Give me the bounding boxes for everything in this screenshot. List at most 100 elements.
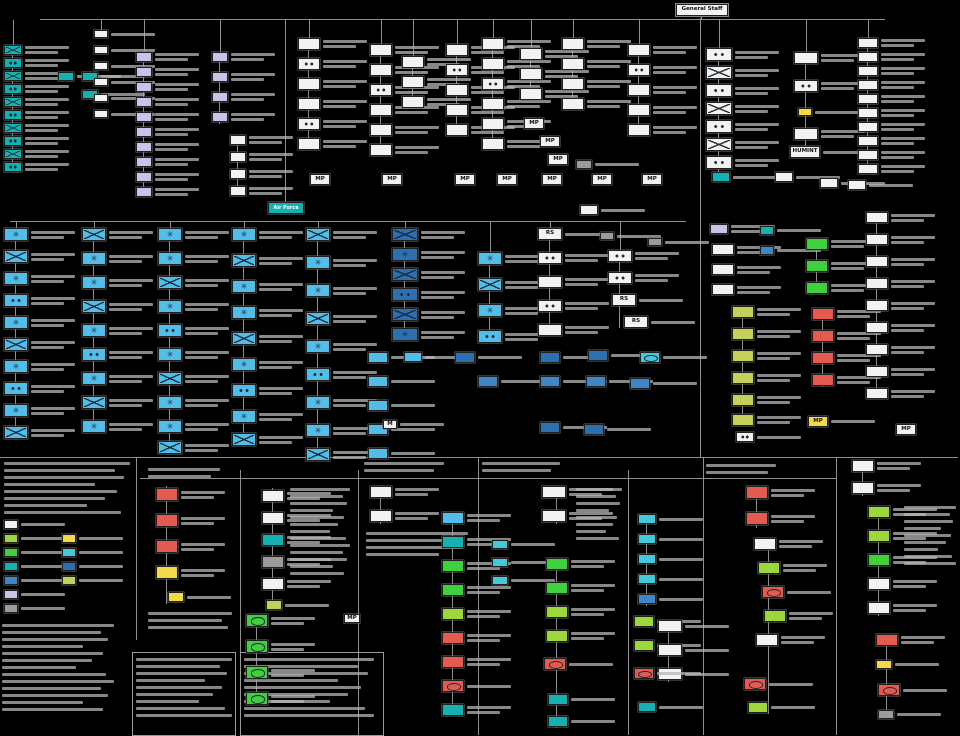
unit-box <box>136 112 152 122</box>
illegible-text-line <box>505 259 538 263</box>
unit-box <box>878 710 894 719</box>
illegible-text-line <box>881 165 925 168</box>
unit-caption-placeholder <box>249 153 293 163</box>
illegible-text-line <box>571 584 615 587</box>
illegible-text-line <box>109 278 153 282</box>
unit-box <box>806 238 828 250</box>
illegible-text-line <box>467 639 500 642</box>
unit-caption-placeholder <box>831 284 875 294</box>
mp-unit-box: MP <box>896 424 916 435</box>
illegible-text-line <box>877 484 921 487</box>
illegible-text-line <box>831 240 875 243</box>
illegible-text-line <box>653 91 686 94</box>
unit-box <box>858 52 878 62</box>
illegible-text-line <box>821 87 854 90</box>
unit-box <box>706 66 732 79</box>
unit-label: MP <box>387 175 397 182</box>
infantry-icon <box>234 256 254 265</box>
unit-box <box>658 644 682 656</box>
mp-unit-box: MP <box>548 154 568 165</box>
unit-box <box>232 332 256 345</box>
illegible-text-line <box>395 131 428 134</box>
illegible-text-line <box>101 75 145 78</box>
unit-caption-placeholder <box>155 143 199 153</box>
unit-caption-placeholder <box>21 579 65 584</box>
unit-caption-placeholder <box>545 50 589 60</box>
unit-caption-placeholder <box>21 565 65 570</box>
illegible-text-line <box>881 58 914 61</box>
illegible-text-line <box>31 340 75 344</box>
unit-box <box>4 590 18 599</box>
illegible-text-line <box>109 374 153 378</box>
unit-caption-placeholder <box>837 310 881 320</box>
unit-caption-placeholder <box>651 320 695 326</box>
illegible-text-line <box>837 315 870 318</box>
connector-line <box>806 20 807 52</box>
armor-oval-icon <box>446 683 462 691</box>
illegible-text-line <box>731 230 764 233</box>
unit-box <box>732 306 754 318</box>
illegible-text-line <box>904 506 956 509</box>
illegible-text-line <box>735 86 779 90</box>
illegible-text-line <box>249 170 293 173</box>
connector-line <box>768 538 769 714</box>
unit-caption-placeholder <box>587 60 631 70</box>
illegible-text-line <box>587 80 631 83</box>
unit-caption-placeholder <box>287 536 331 546</box>
illegible-text-line <box>25 90 58 93</box>
illegible-text-line <box>271 699 304 703</box>
unit-caption-placeholder <box>467 514 511 524</box>
unit-box <box>628 84 650 96</box>
unit-caption-placeholder <box>901 636 945 646</box>
unit-caption-placeholder <box>659 597 703 603</box>
unit-caption-placeholder <box>395 146 439 156</box>
unit-caption-placeholder <box>569 662 613 668</box>
illegible-text-line <box>467 706 511 709</box>
illegible-text-line <box>259 339 292 343</box>
unit-box <box>866 234 888 245</box>
unit-caption-placeholder <box>109 326 153 337</box>
unit-box <box>482 138 504 150</box>
unit-box <box>446 84 468 96</box>
illegible-text-line <box>653 71 686 74</box>
unit-caption-placeholder <box>155 113 199 123</box>
unit-box <box>4 110 22 120</box>
unit-box: ✳ <box>232 228 256 241</box>
unit-caption-placeholder <box>569 488 613 498</box>
illegible-text-line <box>595 163 639 166</box>
unit-box <box>262 490 284 502</box>
unit-box <box>706 84 732 97</box>
illegible-text-line <box>155 163 188 166</box>
unit-box <box>4 45 22 55</box>
unit-caption-placeholder <box>391 428 435 433</box>
unit-caption-placeholder <box>757 374 801 384</box>
unit-caption-placeholder <box>231 113 275 123</box>
unit-box <box>866 256 888 267</box>
unit-caption-placeholder <box>659 705 703 711</box>
unit-box <box>266 600 282 610</box>
unit-box <box>868 578 890 590</box>
connector-line <box>272 488 273 610</box>
armor-oval-icon <box>250 643 266 652</box>
illegible-text-line <box>505 306 549 310</box>
rotor-icon: ✳ <box>314 341 322 351</box>
connector-line <box>140 478 836 479</box>
dots-icon <box>707 85 731 96</box>
dots-icon <box>539 253 561 263</box>
unit-caption-placeholder <box>155 173 199 183</box>
unit-caption-placeholder <box>653 126 697 136</box>
unit-box <box>446 44 468 56</box>
illegible-text-line <box>109 355 142 359</box>
unit-caption-placeholder <box>757 396 801 406</box>
unit-label: MP <box>502 175 512 182</box>
illegible-text-line <box>891 262 924 266</box>
humint-unit-box: HUMINT <box>790 146 820 158</box>
unit-caption-placeholder <box>891 235 935 246</box>
illegible-text-line <box>25 64 58 67</box>
illegible-text-line <box>505 254 549 258</box>
unit-box <box>232 254 256 267</box>
illegible-text-line <box>231 118 264 121</box>
rs-unit-box: RS <box>612 294 636 306</box>
illegible-text-line <box>569 493 602 496</box>
illegible-text-line <box>109 302 153 306</box>
